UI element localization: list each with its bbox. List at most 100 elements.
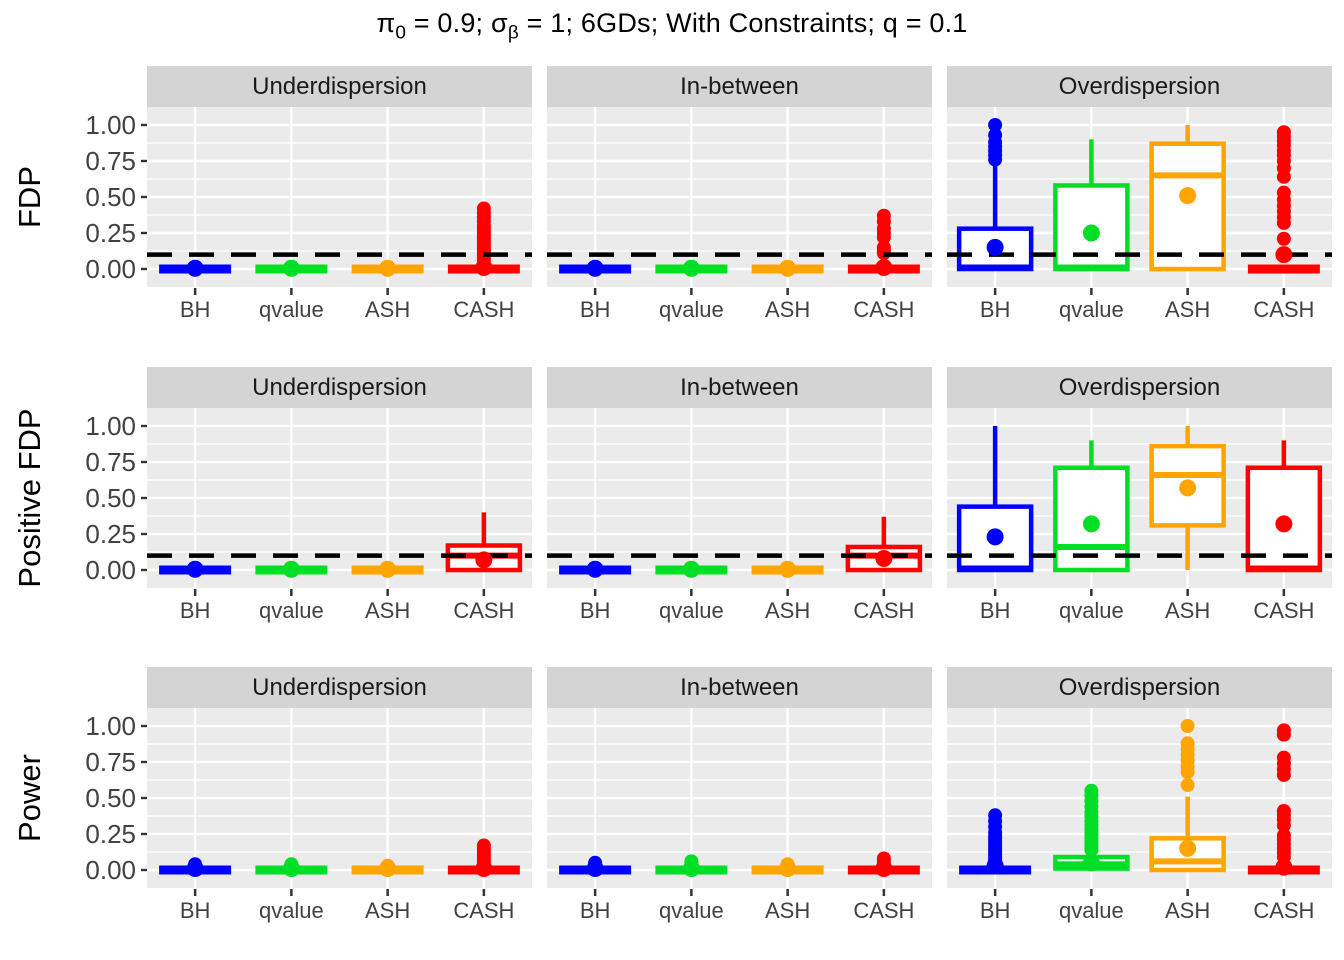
x-tick-label-qvalue: qvalue (659, 598, 724, 623)
panel-positive-fdp-underdispersion: BH qvalue ASH CASH (147, 408, 532, 623)
mean-point-cash (475, 551, 493, 569)
mean-point-qvalue (282, 860, 300, 878)
mean-point-ash (379, 560, 397, 578)
mean-point-bh (586, 860, 604, 878)
figure-title: π0 = 0.9; σβ = 1; 6GDs; With Constraints… (0, 8, 1344, 44)
outlier-point (876, 240, 891, 255)
mean-point-bh (586, 560, 604, 578)
x-tick-label-qvalue: qvalue (1059, 598, 1124, 623)
facet-strip-underdispersion: Underdispersion (147, 367, 532, 408)
x-tick-label-qvalue: qvalue (259, 898, 324, 923)
x-tick-label-ash: ASH (765, 598, 810, 623)
x-tick-label-cash: CASH (853, 598, 914, 623)
mean-point-ash (779, 560, 797, 578)
x-tick-label-qvalue: qvalue (659, 297, 724, 322)
title-pi-subscript: 0 (395, 22, 407, 44)
mean-point-qvalue (282, 259, 300, 277)
outlier-point (1180, 719, 1195, 733)
y-tick-label: 0.25 (85, 519, 136, 549)
facet-strip-overdispersion: Overdispersion (947, 367, 1332, 408)
mean-point-cash (875, 860, 893, 878)
panel-positive-fdp-overdispersion: BH qvalue ASH CASH (947, 408, 1332, 623)
plot-row-power: Power 1.00 0.75 0.50 0.25 0.00 Underdispersion… (0, 667, 1344, 929)
x-tick-label-cash: CASH (853, 898, 914, 923)
panel-fdp-underdispersion: BH qvalue ASH CASH (147, 107, 532, 322)
mean-point-qvalue (682, 560, 700, 578)
x-tick-label-ash: ASH (765, 297, 810, 322)
y-tick-label: 0.00 (85, 855, 136, 885)
y-tick-label: 0.50 (85, 182, 136, 212)
mean-point-qvalue (1082, 515, 1100, 533)
title-pi: π (376, 8, 396, 38)
facet-strip-in-between: In-between (547, 66, 932, 107)
x-tick-label-cash: CASH (453, 898, 514, 923)
mean-point-qvalue (1082, 854, 1100, 872)
panel-power-in-between: BH qvalue ASH CASH (547, 708, 932, 923)
x-tick-label-ash: ASH (1165, 898, 1210, 923)
x-tick-label-bh: BH (580, 598, 611, 623)
mean-point-ash (1179, 187, 1197, 205)
mean-point-bh (986, 238, 1004, 256)
plot-row-positive-fdp: Positive FDP 1.00 0.75 0.50 0.25 0.00 Underdis… (0, 367, 1344, 629)
outlier-point (988, 118, 1003, 132)
panel-fdp-in-between: BH qvalue ASH CASH (547, 107, 932, 322)
mean-point-cash (475, 259, 493, 277)
panel-positive-fdp-in-between: BH qvalue ASH CASH (547, 408, 932, 623)
x-tick-label-ash: ASH (765, 898, 810, 923)
x-tick-label-cash: CASH (453, 598, 514, 623)
mean-point-ash (379, 259, 397, 277)
outlier-point (988, 128, 1003, 143)
mean-point-ash (1179, 839, 1197, 857)
mean-point-cash (475, 860, 493, 878)
facet-strip-in-between: In-between (547, 667, 932, 708)
mean-point-ash (379, 860, 397, 878)
mean-point-cash (1275, 246, 1293, 264)
mean-point-qvalue (1082, 224, 1100, 242)
facet-strip-underdispersion: Underdispersion (147, 66, 532, 107)
mean-point-cash (1275, 858, 1293, 876)
x-tick-label-cash: CASH (1253, 598, 1314, 623)
outlier-point (476, 838, 491, 853)
y-tick-label: 0.75 (85, 747, 136, 777)
panel-power-overdispersion: BH qvalue ASH CASH (947, 708, 1332, 923)
panel-power-underdispersion: BH qvalue ASH CASH (147, 708, 532, 923)
y-tick-label: 0.25 (85, 218, 136, 248)
mean-point-bh (986, 528, 1004, 546)
facet-strip-overdispersion: Overdispersion (947, 66, 1332, 107)
mean-point-bh (586, 259, 604, 277)
mean-point-bh (986, 857, 1004, 875)
y-tick-label: 0.75 (85, 447, 136, 477)
mean-point-bh (186, 259, 204, 277)
y-tick-label: 0.50 (85, 483, 136, 513)
mean-point-cash (1275, 515, 1293, 533)
x-tick-label-cash: CASH (453, 297, 514, 322)
y-tick-label: 0.75 (85, 146, 136, 176)
title-sigma-subscript: β (507, 22, 519, 44)
mean-point-bh (186, 560, 204, 578)
x-tick-label-cash: CASH (1253, 297, 1314, 322)
mean-point-ash (779, 860, 797, 878)
mean-point-qvalue (682, 860, 700, 878)
x-tick-label-ash: ASH (1165, 297, 1210, 322)
panel-fdp-overdispersion: BH qvalue ASH CASH (947, 107, 1332, 322)
outlier-point (1276, 125, 1291, 140)
x-tick-label-qvalue: qvalue (1059, 297, 1124, 322)
mean-point-ash (1179, 479, 1197, 497)
y-tick-label: 0.25 (85, 819, 136, 849)
outlier-point (1276, 231, 1291, 246)
x-tick-label-ash: ASH (365, 898, 410, 923)
x-tick-label-ash: ASH (365, 598, 410, 623)
outlier-point (876, 208, 891, 223)
x-tick-label-ash: ASH (1165, 598, 1210, 623)
mean-point-qvalue (282, 560, 300, 578)
y-axis: 1.00 0.75 0.50 0.25 0.00 (85, 711, 147, 885)
mean-point-cash (875, 549, 893, 567)
outlier-point (988, 808, 1003, 823)
facet-strip-underdispersion: Underdispersion (147, 667, 532, 708)
outlier-point (1276, 803, 1291, 818)
title-rest: = 1; 6GDs; With Constraints; q = 0.1 (518, 8, 968, 38)
x-tick-label-qvalue: qvalue (1059, 898, 1124, 923)
outlier-point (1276, 723, 1291, 738)
x-tick-label-bh: BH (980, 598, 1011, 623)
